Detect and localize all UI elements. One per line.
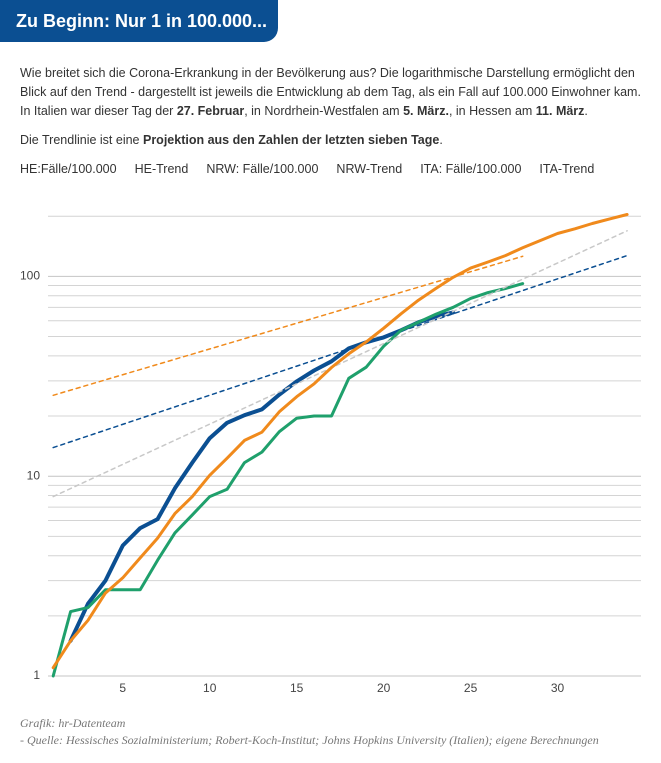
note: Die Trendlinie ist eine Projektion aus d… [20,131,642,150]
title: Zu Beginn: Nur 1 in 100.000... [0,0,278,42]
y-tick-label: 1 [33,668,40,682]
intro: Wie breitet sich die Corona-Erkrankung i… [20,64,642,121]
legend-item: ITA-Trend [539,160,594,178]
text: . [439,133,443,147]
footer: Grafik: hr-Datenteam - Quelle: Hessisches… [20,715,599,749]
y-tick-label: 10 [27,468,41,482]
x-tick-label: 15 [290,681,304,695]
x-tick-label: 25 [464,681,478,695]
legend-item: HE-Trend [135,160,189,178]
x-tick-label: 30 [551,681,565,695]
bold-text: 27. Februar [176,104,245,118]
bold-text: 11. März [535,104,585,118]
series-line [51,213,629,670]
text: Wie breitet sich die Corona-Erkrankung i… [20,66,641,118]
x-tick-label: 5 [119,681,126,695]
series-line [52,254,628,449]
legend-label: ITA: Fälle/100.000 [420,162,522,176]
source: - Quelle: Hessisches Sozialministerium; … [20,733,599,747]
series-line [52,230,628,498]
y-tick-label: 100 [20,269,40,283]
bold-text: 5. März. [403,104,449,118]
legend-item: NRW: Fälle/100.000 [206,160,318,178]
legend-label: HE:Fälle/100.000 [20,162,117,176]
text: , in Hessen am [448,104,536,118]
text: , in Nordrhein-Westfalen am [244,104,404,118]
series-line [52,255,524,397]
legend-label: NRW: Fälle/100.000 [206,162,319,176]
text: Die Trendlinie ist eine [20,133,143,147]
credit: Grafik: hr-Datenteam [20,716,126,730]
legend-label: NRW-Trend [336,162,403,176]
series-line [51,282,525,678]
bold-text: Projektion aus den Zahlen der letzten si… [142,133,440,147]
x-tick-label: 20 [377,681,391,695]
legend-label: HE-Trend [134,162,189,176]
legend-label: ITA-Trend [539,162,595,176]
legend: HE:Fälle/100.000 HE-Trend NRW: Fälle/100.0… [20,160,640,178]
legend-item: ITA: Fälle/100.000 [420,160,521,178]
legend-item: HE:Fälle/100.000 [20,160,117,178]
text: . [584,104,588,118]
x-tick-label: 10 [203,681,217,695]
legend-item: NRW-Trend [336,160,402,178]
